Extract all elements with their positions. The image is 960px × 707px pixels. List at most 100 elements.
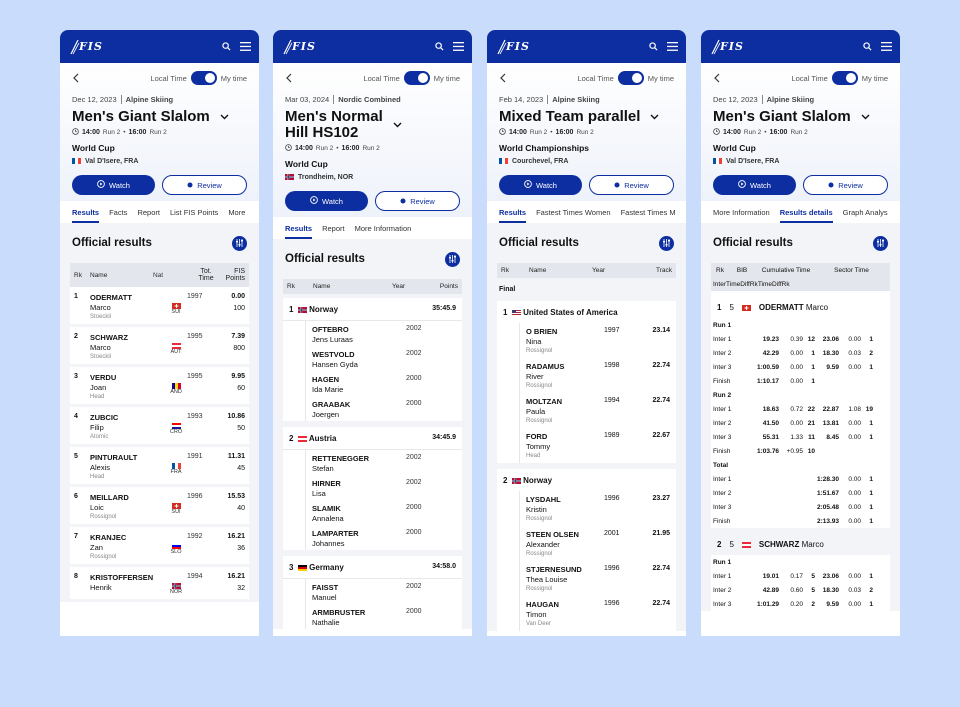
table-row[interactable]: 1 ODERMATT Marco Stoeckli SUI 1997 0.00 100 [70,287,249,327]
chevron-down-icon[interactable] [650,109,659,125]
filter-icon[interactable] [232,235,247,251]
play-icon [97,180,105,190]
team-member-row[interactable]: STJERNESUND Thea Louise Rossignol 1996 22.74 [519,561,676,596]
team-member-row[interactable]: LAMPARTER Johannes 2000 [305,525,462,550]
team-name: Austria [308,434,337,443]
filter-icon[interactable] [873,235,888,251]
team-member-row[interactable]: GRAABAK Joergen 2000 [305,396,462,421]
team-block[interactable]: 3 Germany 34:58.0 FAISST Manuel 2002 ARMBRUST… [283,556,462,629]
search-icon[interactable] [649,38,658,56]
table-row[interactable]: 2 SCHWARZ Marco Stoeckli AUT 1995 7.39 800 [70,327,249,367]
team-member-row[interactable]: ARMBRUSTER Nathalie 2000 [305,604,462,629]
team-member-row[interactable]: HIRNER Lisa 2002 [305,475,462,500]
tab-results[interactable]: Results [499,208,527,223]
review-button[interactable]: Review [803,175,888,195]
nation-code: SLO [170,549,182,556]
tab-report[interactable]: Report [322,223,345,233]
chevron-down-icon[interactable] [861,109,870,125]
fis-logo[interactable]: FIS [711,39,744,55]
time-toggle[interactable]: Local Time My time [791,71,888,85]
run2-time: 16:00 [555,129,574,136]
time-toggle[interactable]: Local Time My time [363,71,460,85]
filter-icon[interactable] [445,251,460,267]
table-row[interactable]: 5 PINTURAULT Alexis Head FRA 1991 11.31 45 [70,447,249,487]
tab-report[interactable]: Report [137,207,160,217]
table-row[interactable]: 7 KRANJEC Zan Rossignol SLO 1992 16.21 36 [70,527,249,567]
search-icon[interactable] [435,38,444,56]
results-body: Official results Rk Name Nat Tot. Time F… [60,223,259,603]
tab-results[interactable]: Results [72,208,100,223]
team-block[interactable]: 2 Norway LYSDAHL Kristin Rossignol 1996 23.27… [497,469,676,631]
tab-fastest-times-women[interactable]: Fastest Times Women [536,207,611,217]
team-member-row[interactable]: O BRIEN Nina Rossignol 1997 23.14 [519,323,676,358]
team-member-row[interactable]: OFTEBRO Jens Luraas 2002 [305,321,462,346]
time-toggle[interactable]: Local Time My time [577,71,674,85]
team-member-row[interactable]: STEEN OLSEN Alexander Rossignol 2001 21.95 [519,526,676,561]
member-sponsor: Head [526,453,541,459]
tab-results-details[interactable]: Results details [779,208,833,223]
location-flag-icon [499,158,508,165]
time-switch[interactable] [831,71,858,85]
team-member-row[interactable]: MOLTZAN Paula Rossignol 1994 22.74 [519,393,676,428]
menu-icon[interactable] [453,38,464,56]
watch-button[interactable]: Watch [285,191,368,211]
team-member-row[interactable]: RETTENEGGER Stefan 2002 [305,450,462,475]
chevron-down-icon[interactable] [220,109,229,125]
local-time-label: Local Time [577,73,614,83]
tab-list-fis-points[interactable]: List FIS Points [169,207,219,217]
search-icon[interactable] [222,38,231,56]
team-member-row[interactable]: RADAMUS River Rossignol 1998 22.74 [519,358,676,393]
fis-logo[interactable]: FIS [497,39,530,55]
run2-time: 16:00 [128,129,147,136]
watch-button[interactable]: Watch [72,175,155,195]
team-block[interactable]: 1 Norway 35:45.9 OFTEBRO Jens Luraas 2002 WES… [283,298,462,421]
chevron-down-icon[interactable] [393,117,402,133]
time-toggle[interactable]: Local Time My time [150,71,247,85]
back-arrow-icon[interactable] [285,70,299,86]
team-block[interactable]: 2 Austria 34:45.9 RETTENEGGER Stefan 2002 HIR… [283,427,462,550]
team-member-row[interactable]: HAGEN Ida Marie 2000 [305,371,462,396]
time-switch[interactable] [617,71,644,85]
team-member-row[interactable]: WESTVOLD Hansen Gyda 2002 [305,346,462,371]
menu-icon[interactable] [240,38,251,56]
fis-logo[interactable]: FIS [70,39,103,55]
table-row[interactable]: 8 KRISTOFFERSEN Henrik NOR 1994 16.21 32 [70,567,249,603]
watch-button[interactable]: Watch [499,175,582,195]
tab-graph-analys[interactable]: Graph Analys [842,207,888,217]
tab-more-information[interactable]: More Information [354,223,412,233]
tab-facts[interactable]: Facts [109,207,128,217]
menu-icon[interactable] [667,38,678,56]
watch-button[interactable]: Watch [713,175,796,195]
team-member-row[interactable]: SLAMIK Annalena 2000 [305,500,462,525]
table-row[interactable]: 6 MEILLARD Loic Rossignol SUI 1996 15.53 40 [70,487,249,527]
review-button[interactable]: Review [589,175,674,195]
review-button[interactable]: Review [162,175,247,195]
event-discipline: Nordic Combined [338,95,401,104]
search-icon[interactable] [863,38,872,56]
team-block[interactable]: 1 United States of America O BRIEN Nina Ros… [497,301,676,463]
back-arrow-icon[interactable] [72,70,86,86]
time-switch[interactable] [190,71,217,85]
review-button[interactable]: Review [375,191,460,211]
team-name: Germany [309,563,344,572]
team-member-row[interactable]: LYSDAHL Kristin Rossignol 1996 23.27 [519,491,676,526]
fis-logo[interactable]: FIS [283,39,316,55]
tab-more[interactable]: More [228,207,246,217]
tab-results[interactable]: Results [285,224,313,239]
back-arrow-icon[interactable] [713,70,727,86]
nation-flag-icon [165,423,187,429]
menu-icon[interactable] [881,38,892,56]
tab-more-information[interactable]: More Information [713,207,770,217]
team-member-row[interactable]: FORD Tommy Head 1989 22.67 [519,428,676,463]
table-row[interactable]: 4 ZUBCIC Filip Atomic CRO 1993 10.86 50 [70,407,249,447]
tab-fastest-times-m[interactable]: Fastest Times M [620,207,676,217]
member-year: 2000 [406,400,422,407]
table-row[interactable]: 3 VERDU Joan Head AND 1995 9.95 60 [70,367,249,407]
time-switch[interactable] [403,71,430,85]
team-member-row[interactable]: HAUGAN Timon Van Deer 1996 22.74 [519,596,676,631]
filter-icon[interactable] [659,235,674,251]
team-member-row[interactable]: FAISST Manuel 2002 [305,579,462,604]
back-arrow-icon[interactable] [499,70,513,86]
